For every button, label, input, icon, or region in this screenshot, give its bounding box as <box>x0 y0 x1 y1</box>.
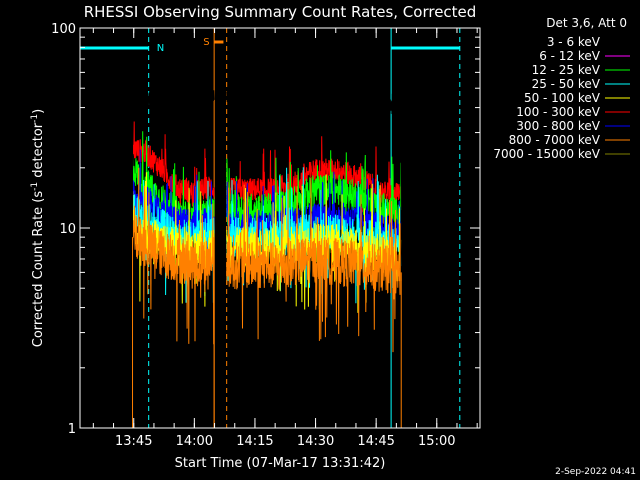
x-tick-label: 15:00 <box>418 434 455 449</box>
y-axis-label: Corrected Count Rate (s-1 detector-1) <box>30 109 46 347</box>
x-tick-label: 14:00 <box>176 434 213 449</box>
legend-entry-label: 3 - 6 keV <box>547 35 601 49</box>
legend-entry-label: 12 - 25 keV <box>532 63 601 77</box>
legend-entry-label: 7000 - 15000 keV <box>493 147 600 161</box>
legend-title: Det 3,6, Att 0 <box>546 16 627 30</box>
saa-flag-label: S <box>203 37 209 48</box>
y-tick-label: 100 <box>51 22 76 37</box>
x-axis: 13:45 14:00 14:15 14:30 14:45 15:00 <box>92 28 478 449</box>
footer-date: 2-Sep-2022 04:41 <box>555 467 636 477</box>
x-axis-label: Start Time (07-Mar-17 13:31:42) <box>175 456 386 471</box>
y-tick-label: 1 <box>68 422 76 437</box>
night-flag-label: N <box>157 43 164 54</box>
legend-entry-label: 100 - 300 keV <box>516 105 600 119</box>
y-tick-label: 10 <box>59 222 76 237</box>
x-tick-label: 14:45 <box>357 434 394 449</box>
x-tick-label: 14:15 <box>236 434 273 449</box>
chart-title: RHESSI Observing Summary Count Rates, Co… <box>84 3 477 21</box>
legend-entry-label: 800 - 7000 keV <box>509 133 601 147</box>
legend-entry-label: 300 - 800 keV <box>516 119 600 133</box>
series-group <box>132 69 402 428</box>
x-tick-label: 14:30 <box>297 434 334 449</box>
legend-entry-label: 50 - 100 keV <box>524 91 601 105</box>
legend-entry-label: 6 - 12 keV <box>539 49 601 63</box>
series-line <box>132 167 402 353</box>
y-axis: 1 10 100 <box>51 22 480 437</box>
legend-entry-label: 25 - 50 keV <box>532 77 601 91</box>
series-line <box>132 69 402 130</box>
x-tick-label: 13:45 <box>115 434 152 449</box>
